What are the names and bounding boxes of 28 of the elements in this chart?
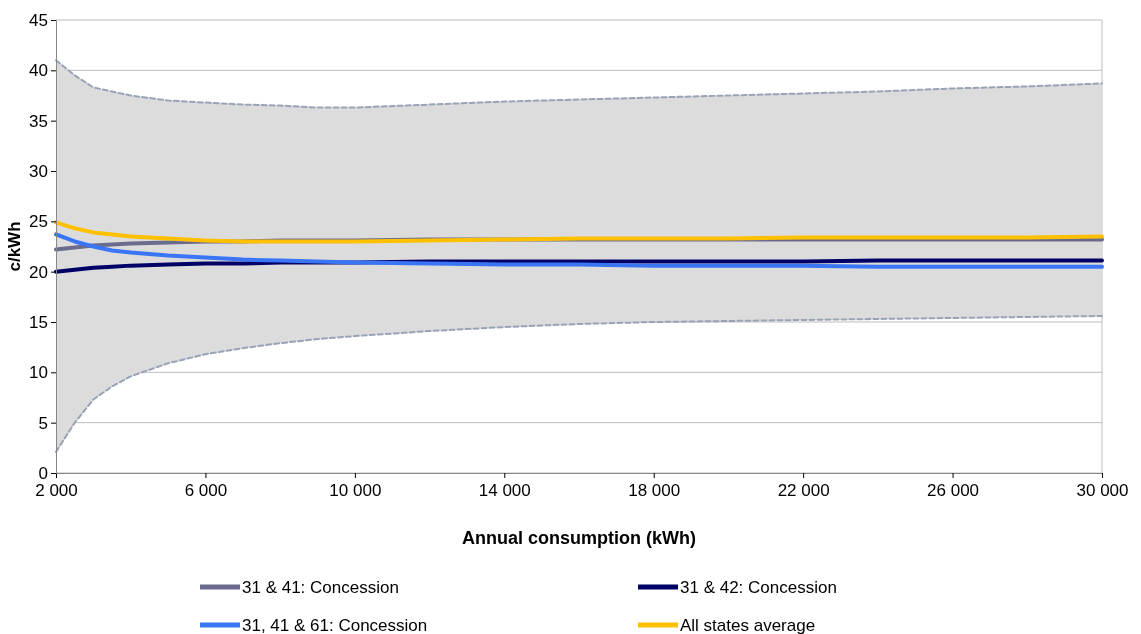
line-series [54,232,1104,269]
y-tick-label: 25 [29,212,48,232]
y-tick-label: 45 [29,10,48,30]
y-tick-label: 30 [29,161,48,181]
y-tick-label: 15 [29,312,48,332]
y-tick-label: 20 [29,262,48,282]
y-tick-label: 10 [29,363,48,383]
y-tick-label: 40 [29,61,48,81]
line-series [55,314,1103,453]
x-tick-label: 26 000 [927,481,980,501]
legend-label: All states average [680,616,816,634]
x-tick-label: 18 000 [628,481,681,501]
x-tick-label: 10 000 [329,481,382,501]
x-axis-title: Annual consumption (kWh) [462,528,696,548]
x-tick-label: 30 000 [1076,481,1129,501]
legend-label: 31 & 42: Concession [680,578,837,597]
line-series [55,59,1103,109]
x-tick-label: 6 000 [184,481,228,501]
legend-label: 31 & 41: Concession [242,578,399,597]
x-tick-label: 2 000 [35,481,78,501]
y-axis-title: c/kWh [5,221,24,272]
x-tick-label: 14 000 [478,481,531,501]
line-series [54,220,1104,244]
y-tick-label: 35 [29,111,48,131]
y-tick-label: 0 [38,463,48,483]
x-tick-label: 22 000 [777,481,830,501]
y-tick-label: 5 [38,413,48,433]
legend-label: 31, 41 & 61: Concession [242,616,428,634]
